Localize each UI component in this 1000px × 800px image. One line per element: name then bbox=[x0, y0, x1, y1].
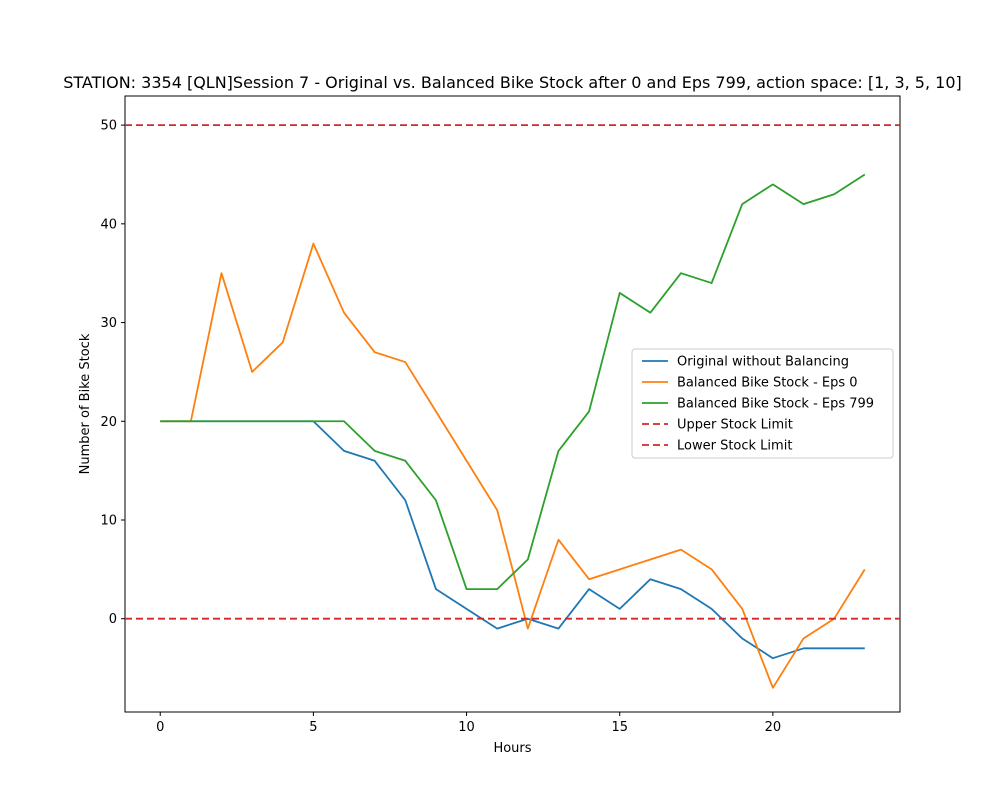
x-tick-label: 0 bbox=[156, 720, 164, 735]
legend-entry-label: Balanced Bike Stock - Eps 799 bbox=[677, 397, 874, 412]
x-axis-label: Hours bbox=[493, 741, 531, 756]
y-tick-label: 20 bbox=[100, 415, 117, 430]
legend-entry-label: Lower Stock Limit bbox=[677, 439, 792, 454]
x-tick-label: 15 bbox=[611, 720, 628, 735]
x-tick-label: 20 bbox=[765, 720, 782, 735]
x-tick-label: 5 bbox=[309, 720, 317, 735]
axes-frame bbox=[124, 95, 901, 713]
legend-entry-label: Original without Balancing bbox=[677, 355, 849, 370]
legend-entry-label: Balanced Bike Stock - Eps 0 bbox=[677, 376, 858, 391]
x-tick-label: 10 bbox=[458, 720, 475, 735]
y-axis-label: Number of Bike Stock bbox=[78, 333, 93, 474]
series-line bbox=[160, 242, 866, 689]
legend-entry-label: Upper Stock Limit bbox=[677, 418, 793, 433]
y-tick-label: 30 bbox=[100, 316, 117, 331]
series-line bbox=[160, 173, 866, 590]
chart-title: STATION: 3354 [QLN]Session 7 - Original … bbox=[63, 73, 962, 92]
y-tick-label: 50 bbox=[100, 119, 117, 134]
y-tick-label: 40 bbox=[100, 217, 117, 232]
legend: Original without Balancing Balanced Bike … bbox=[631, 348, 894, 459]
y-tick-label: 10 bbox=[100, 513, 117, 528]
legend-box bbox=[631, 348, 894, 459]
plot-area: 0 5 10 15 20 0 10 20 30 40 50 bbox=[100, 95, 901, 735]
y-tick-label: 0 bbox=[109, 612, 117, 627]
